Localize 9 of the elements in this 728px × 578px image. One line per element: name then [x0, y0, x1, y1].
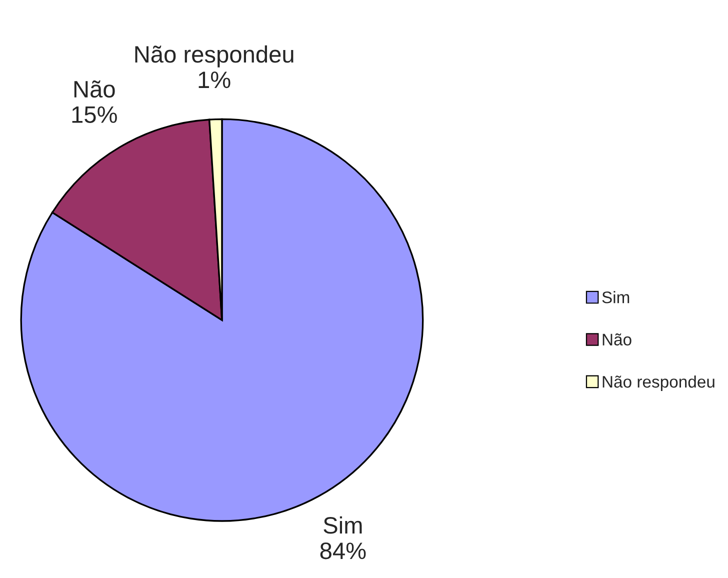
legend-label: Sim	[602, 291, 630, 304]
slice-label: Não respondeu	[135, 45, 294, 68]
data-label: 84%	[320, 542, 366, 560]
slice-label: Não	[74, 80, 115, 98]
slice-label: Sim	[324, 516, 362, 534]
legend-label: Não respondeu	[602, 375, 714, 391]
data-label: 1%	[198, 72, 230, 88]
legend-label: Não	[602, 333, 632, 346]
data-label: 15%	[72, 106, 117, 124]
